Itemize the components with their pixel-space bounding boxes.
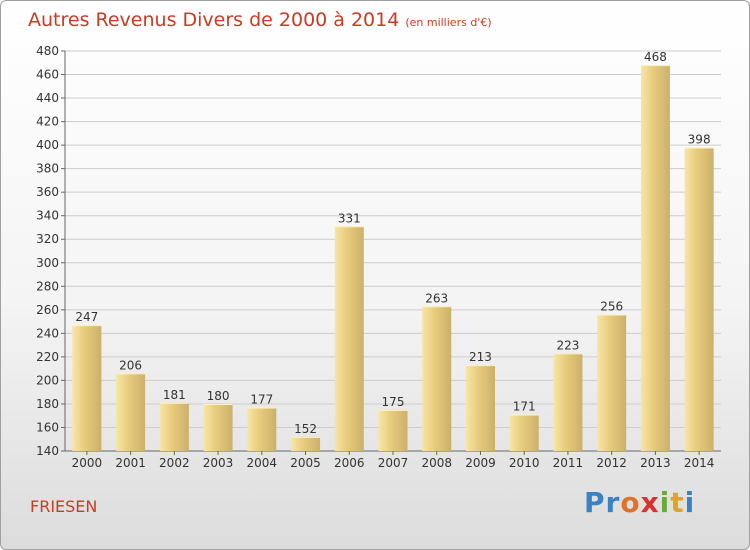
bar — [203, 403, 233, 451]
y-tick-label: 320 — [36, 232, 59, 246]
x-tick-label: 2011 — [553, 456, 584, 470]
logo-letter: r — [605, 486, 621, 519]
data-label: 468 — [644, 50, 667, 64]
data-label: 206 — [119, 358, 142, 372]
data-label: 213 — [469, 350, 492, 364]
y-tick-label: 220 — [36, 350, 59, 364]
bar — [640, 65, 670, 451]
y-tick-label: 140 — [36, 444, 59, 458]
commune-name: FRIESEN — [30, 497, 98, 516]
x-tick-label: 2013 — [640, 456, 671, 470]
y-tick-label: 440 — [36, 91, 59, 105]
data-label: 247 — [75, 310, 98, 324]
x-tick-label: 2002 — [159, 456, 190, 470]
y-tick-label: 380 — [36, 162, 59, 176]
logo-letter: i — [659, 486, 671, 519]
data-label: 152 — [294, 422, 317, 436]
logo-letter: o — [620, 486, 641, 519]
y-tick-label: 360 — [36, 185, 59, 199]
bar — [159, 402, 189, 451]
y-tick-label: 300 — [36, 256, 59, 270]
bar — [291, 436, 321, 451]
x-tick-label: 2008 — [421, 456, 452, 470]
bar — [422, 306, 452, 451]
data-label: 177 — [250, 392, 273, 406]
y-tick-label: 200 — [36, 373, 59, 387]
chart-title-text: Autres Revenus Divers de 2000 à 2014 — [28, 9, 400, 31]
labels: 140 160 180 200 220 240 260 280 300 320 340 360 380 4… — [36, 44, 714, 470]
logo-letter: x — [640, 486, 660, 519]
y-tick-label: 260 — [36, 303, 59, 317]
data-label: 263 — [425, 291, 448, 305]
data-label: 223 — [556, 338, 579, 352]
y-tick-label: 160 — [36, 420, 59, 434]
data-label: 398 — [688, 132, 711, 146]
data-label: 171 — [513, 400, 536, 414]
proxiti-logo: Proxiti — [584, 486, 695, 519]
x-tick-label: 2009 — [465, 456, 496, 470]
x-tick-label: 2006 — [334, 456, 365, 470]
y-tick-label: 400 — [36, 138, 59, 152]
data-label: 175 — [382, 395, 405, 409]
chart-subtitle: (en milliers d'€) — [405, 16, 492, 29]
chart-title: Autres Revenus Divers de 2000 à 2014 (en … — [28, 9, 492, 31]
bar — [116, 373, 146, 451]
logo-letter: i — [684, 486, 696, 519]
y-tick-label: 460 — [36, 68, 59, 82]
y-tick-label: 180 — [36, 397, 59, 411]
data-label: 256 — [600, 300, 623, 314]
y-tick-label: 340 — [36, 209, 59, 223]
x-tick-label: 2004 — [247, 456, 278, 470]
bar — [509, 414, 539, 451]
bar — [72, 325, 102, 451]
bar — [334, 226, 364, 451]
data-label: 181 — [163, 388, 186, 402]
data-label: 180 — [207, 389, 230, 403]
x-tick-label: 2010 — [509, 456, 540, 470]
x-tick-label: 2012 — [596, 456, 627, 470]
bar — [465, 365, 495, 451]
logo-letter: P — [584, 486, 606, 519]
bars — [72, 65, 714, 451]
bar — [247, 407, 277, 451]
x-tick-label: 2014 — [684, 456, 715, 470]
x-tick-label: 2001 — [115, 456, 146, 470]
bar — [684, 147, 714, 451]
x-tick-label: 2003 — [203, 456, 234, 470]
y-tick-label: 420 — [36, 115, 59, 129]
x-tick-label: 2005 — [290, 456, 321, 470]
data-label: 331 — [338, 211, 361, 225]
y-tick-label: 240 — [36, 326, 59, 340]
logo-letter: t — [670, 486, 685, 519]
bar — [597, 314, 627, 451]
bar — [553, 353, 583, 451]
y-tick-label: 480 — [36, 44, 59, 58]
x-tick-label: 2000 — [72, 456, 103, 470]
bar — [378, 409, 408, 451]
x-tick-label: 2007 — [378, 456, 409, 470]
y-tick-label: 280 — [36, 279, 59, 293]
